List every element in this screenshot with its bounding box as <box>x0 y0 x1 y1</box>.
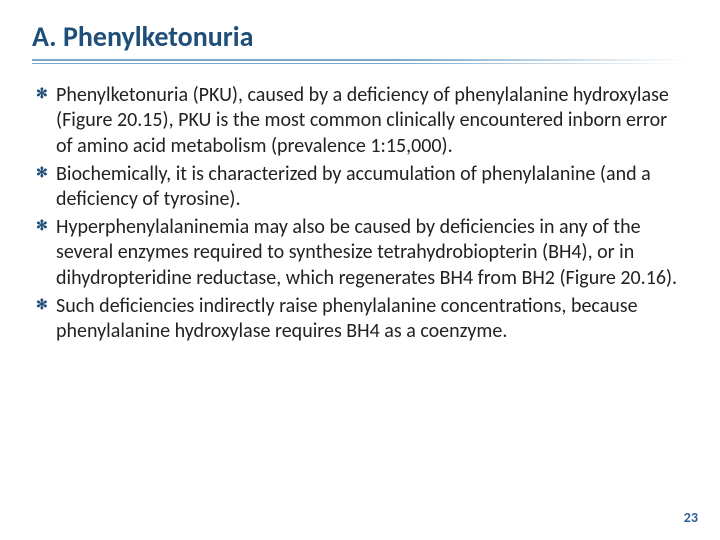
bullet-item: Phenylketonuria (PKU), caused by a defic… <box>36 83 684 160</box>
bullet-item: Such deficiencies indirectly raise pheny… <box>36 294 684 345</box>
page-number: 23 <box>684 509 698 526</box>
title-underline-top <box>32 59 688 61</box>
title-underline-bottom <box>32 63 688 64</box>
bullet-item: Hyperphenylalaninemia may also be caused… <box>36 215 684 292</box>
bullet-list: Phenylketonuria (PKU), caused by a defic… <box>32 83 688 345</box>
slide-title: A. Phenylketonuria <box>32 22 688 53</box>
bullet-item: Biochemically, it is characterized by ac… <box>36 162 684 213</box>
slide: A. Phenylketonuria Phenylketonuria (PKU)… <box>0 0 720 540</box>
title-underline <box>32 59 688 65</box>
